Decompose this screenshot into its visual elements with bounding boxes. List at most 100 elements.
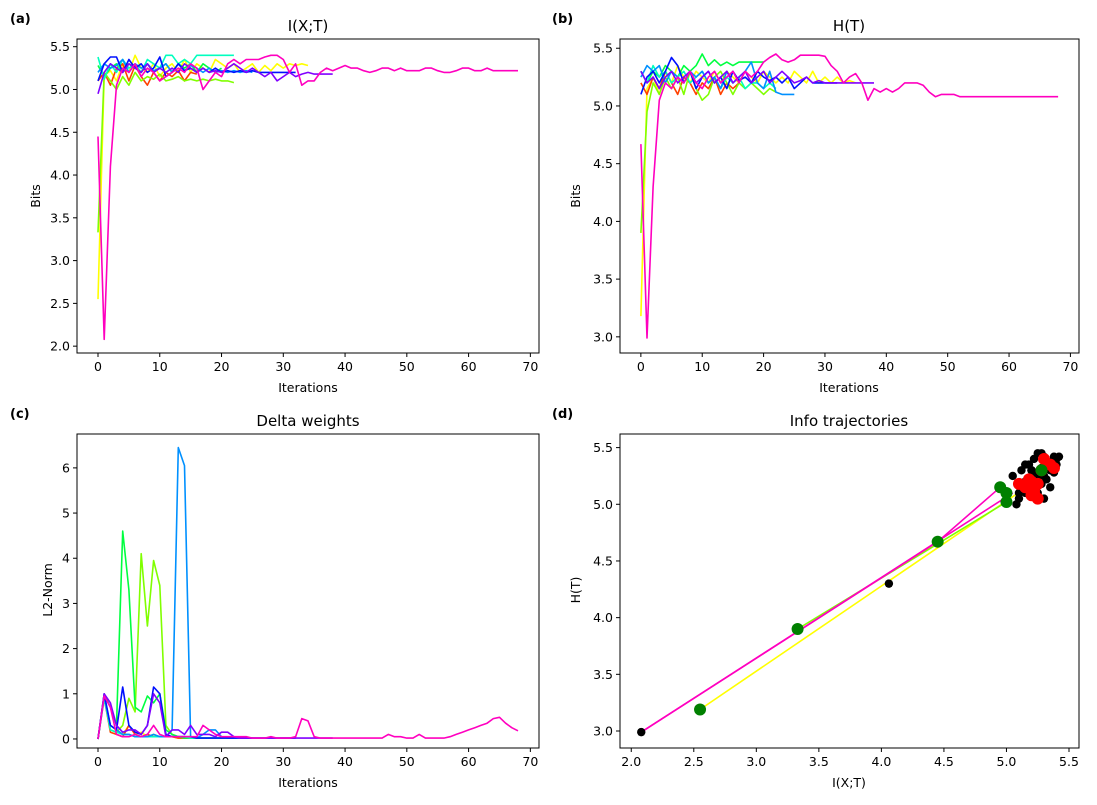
- panel-c-ytick-label: 3: [62, 596, 70, 611]
- panel-a: (a) I(X;T) Iterations Bits 0 10 20 30 40 50 60…: [10, 12, 540, 395]
- panel-d-xtick-label: 5.0: [997, 754, 1017, 769]
- panel-b-series-run-magenta: [640, 53, 1059, 339]
- panel-d-xtick-label: 4.5: [934, 754, 954, 769]
- panel-a-xtick-label: 50: [399, 359, 415, 374]
- panel-a-xtick-label: 20: [214, 359, 230, 374]
- panel-a-series-run-lime: [97, 71, 235, 233]
- panel-a-xtick-label: 40: [337, 359, 353, 374]
- panel-b-series-run-yellow: [640, 64, 856, 317]
- panel-a-title: I(X;T): [288, 17, 329, 35]
- panel-c-xtick-label: 50: [399, 754, 415, 769]
- panel-c-xtick-label: 40: [337, 754, 353, 769]
- red-point: [1027, 484, 1040, 497]
- panel-c-xlabel: Iterations: [278, 775, 338, 790]
- panel-b-series-run-lime: [640, 70, 777, 233]
- panel-c-ytick-label: 2: [62, 641, 70, 656]
- panel-c-frame: [76, 433, 540, 749]
- panel-b-ytick-label: 3.0: [593, 329, 613, 344]
- green-point: [1035, 464, 1048, 477]
- panel-a-frame: [76, 38, 540, 354]
- green-point: [791, 622, 804, 635]
- panel-a-ytick-label: 3.5: [50, 210, 70, 225]
- green-point: [694, 703, 707, 716]
- panel-a-ytick-label: 2.0: [50, 339, 70, 354]
- panel-b-ylabel: Bits: [568, 184, 583, 207]
- panel-b-series-run-violet: [640, 70, 874, 90]
- panel-b-frame: [619, 38, 1080, 354]
- black-point: [1046, 483, 1055, 492]
- panel-c-ytick-label: 1: [62, 686, 70, 701]
- panel-b-ytick-label: 4.5: [593, 156, 613, 171]
- panel-d-xtick-label: 3.5: [809, 754, 829, 769]
- black-point: [1008, 471, 1017, 481]
- black-point: [637, 727, 646, 737]
- panel-b-xtick-label: 60: [1001, 359, 1017, 374]
- red-point: [1022, 473, 1035, 486]
- panel-a-ytick-label: 5.5: [50, 39, 70, 54]
- panel-d: (d) Info trajectories I(X;T) H(T) 2.0 2.5…: [552, 407, 1080, 790]
- black-point: [1014, 494, 1024, 503]
- panel-c-series-run-green: [97, 530, 222, 740]
- panel-c: (c) Delta weights Iterations L2-Norm 0 10…: [10, 407, 540, 790]
- panel-b-xtick-label: 40: [878, 359, 894, 374]
- panel-b-xtick-label: 50: [940, 359, 956, 374]
- panel-a-ytick-label: 4.0: [50, 168, 70, 183]
- red-point: [1047, 462, 1060, 475]
- panel-a-ytick-label: 4.5: [50, 125, 70, 140]
- panel-d-ytick-label: 3.5: [593, 667, 613, 682]
- panel-d-xtick-label: 2.0: [621, 754, 641, 769]
- panel-a-ylabel: Bits: [28, 184, 43, 207]
- panel-c-ytick-label: 4: [62, 551, 70, 566]
- panel-d-ytick-label: 3.0: [593, 723, 613, 738]
- panel-a-xtick-label: 30: [275, 359, 291, 374]
- panel-b-ytick-label: 5.0: [593, 98, 613, 113]
- panel-b-xtick-label: 20: [756, 359, 772, 374]
- panel-b-xlabel: Iterations: [819, 380, 879, 395]
- panel-b-ytick-label: 4.0: [593, 214, 613, 229]
- panel-a-xtick-label: 10: [152, 359, 168, 374]
- trajectory-run-yellow: [699, 486, 1027, 711]
- panel-b-ytick-label: 3.5: [593, 272, 613, 287]
- panel-d-ytick-label: 5.0: [593, 497, 613, 512]
- panel-d-ylabel: H(T): [568, 577, 583, 604]
- panel-b-series-run-skyblue: [640, 61, 795, 96]
- panel-b-xtick-label: 70: [1062, 359, 1078, 374]
- green-point: [1000, 486, 1013, 499]
- panel-d-ytick-label: 4.5: [593, 553, 613, 568]
- panel-d-frame: [619, 433, 1080, 749]
- panel-c-ytick-label: 0: [62, 731, 70, 746]
- trajectory-run-magenta-2: [640, 486, 1001, 733]
- panel-d-xtick-label: 2.5: [684, 754, 704, 769]
- panel-b-xtick-label: 30: [817, 359, 833, 374]
- panel-a-xlabel: Iterations: [278, 380, 338, 395]
- panel-b-series-run-blue: [640, 56, 838, 95]
- black-point: [884, 579, 894, 588]
- panel-c-ylabel: L2-Norm: [40, 563, 55, 617]
- black-point: [1027, 466, 1036, 475]
- panel-b-ytick-label: 5.5: [593, 41, 613, 56]
- panel-d-xtick-label: 5.5: [1059, 754, 1079, 769]
- panel-d-title: Info trajectories: [790, 412, 909, 430]
- panel-b-xtick-label: 10: [694, 359, 710, 374]
- panel-a-ytick-label: 5.0: [50, 82, 70, 97]
- panel-a-xtick-label: 0: [94, 359, 102, 374]
- panel-c-xtick-label: 70: [522, 754, 538, 769]
- panel-c-title: Delta weights: [256, 412, 359, 430]
- panel-a-series-run-yellow: [97, 54, 309, 300]
- black-point: [1021, 460, 1030, 469]
- panel-b: (b) H(T) Iterations Bits 0 10 20 30 40 50 60 70…: [552, 12, 1080, 395]
- green-point: [1000, 496, 1013, 509]
- panel-d-xtick-label: 3.0: [746, 754, 766, 769]
- panel-a-series-run-aqua: [97, 54, 234, 80]
- panel-b-label: (b): [552, 12, 573, 27]
- panel-c-xtick-label: 20: [214, 754, 230, 769]
- panel-d-label: (d): [552, 407, 573, 422]
- panel-c-xtick-label: 60: [461, 754, 477, 769]
- panel-a-ytick-label: 2.5: [50, 296, 70, 311]
- panel-c-xtick-label: 10: [152, 754, 168, 769]
- panel-c-series-run-violet: [97, 692, 333, 740]
- panel-c-label: (c): [10, 407, 30, 422]
- panel-a-label: (a): [10, 12, 31, 27]
- panel-c-series-run-magenta: [97, 695, 519, 740]
